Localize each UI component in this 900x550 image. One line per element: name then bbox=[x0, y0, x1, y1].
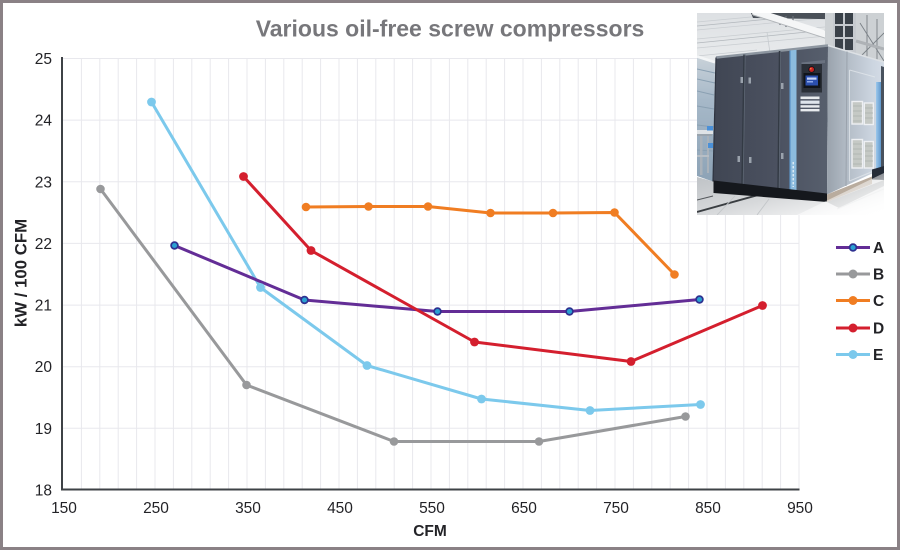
svg-text:350: 350 bbox=[235, 500, 261, 517]
svg-text:650: 650 bbox=[511, 500, 537, 517]
svg-text:150: 150 bbox=[51, 500, 77, 517]
svg-text:kW / 100 CFM: kW / 100 CFM bbox=[12, 219, 31, 327]
svg-text:D: D bbox=[873, 321, 884, 338]
svg-text:24: 24 bbox=[35, 113, 53, 130]
svg-text:19: 19 bbox=[35, 421, 52, 438]
svg-text:750: 750 bbox=[603, 500, 629, 517]
svg-text:21: 21 bbox=[35, 298, 52, 315]
svg-text:23: 23 bbox=[35, 174, 52, 191]
svg-text:20: 20 bbox=[35, 359, 53, 376]
svg-text:950: 950 bbox=[787, 500, 813, 517]
svg-text:850: 850 bbox=[695, 500, 721, 517]
svg-text:A: A bbox=[873, 240, 884, 257]
svg-text:C: C bbox=[873, 293, 884, 310]
svg-text:Various oil-free screw compres: Various oil-free screw compressors bbox=[256, 16, 645, 42]
svg-text:25: 25 bbox=[35, 51, 52, 68]
svg-text:550: 550 bbox=[419, 500, 445, 517]
svg-text:B: B bbox=[873, 267, 884, 284]
svg-text:450: 450 bbox=[327, 500, 353, 517]
svg-text:22: 22 bbox=[35, 236, 52, 253]
svg-text:250: 250 bbox=[143, 500, 169, 517]
svg-text:18: 18 bbox=[35, 483, 52, 500]
svg-text:CFM: CFM bbox=[413, 523, 447, 540]
svg-text:E: E bbox=[873, 347, 883, 364]
